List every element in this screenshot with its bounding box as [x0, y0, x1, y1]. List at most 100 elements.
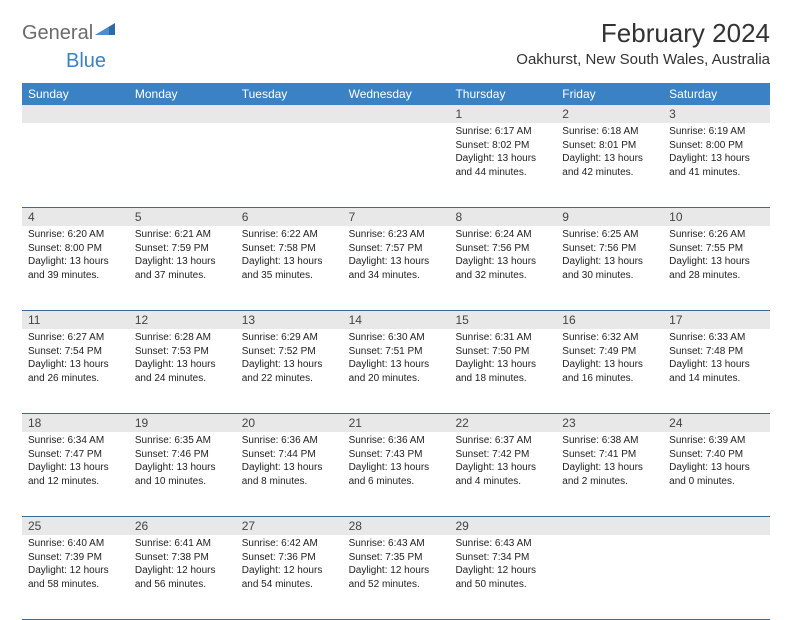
daylight-text: and 39 minutes. — [28, 269, 123, 283]
sunrise-text: Sunrise: 6:42 AM — [242, 537, 337, 551]
day-content: Sunrise: 6:43 AMSunset: 7:34 PMDaylight:… — [449, 535, 556, 595]
sunrise-text: Sunrise: 6:39 AM — [669, 434, 764, 448]
daylight-text: Daylight: 13 hours — [28, 358, 123, 372]
weekday-header: Saturday — [663, 83, 770, 105]
sunrise-text: Sunrise: 6:36 AM — [349, 434, 444, 448]
day-number: 6 — [236, 208, 343, 226]
sunrise-text: Sunrise: 6:41 AM — [135, 537, 230, 551]
day-number: 16 — [556, 311, 663, 329]
sunset-text: Sunset: 7:56 PM — [455, 242, 550, 256]
day-content: Sunrise: 6:41 AMSunset: 7:38 PMDaylight:… — [129, 535, 236, 595]
sunset-text: Sunset: 7:50 PM — [455, 345, 550, 359]
daylight-text: and 18 minutes. — [455, 372, 550, 386]
calendar-day: Sunrise: 6:41 AMSunset: 7:38 PMDaylight:… — [129, 535, 236, 619]
sunrise-text: Sunrise: 6:25 AM — [562, 228, 657, 242]
daylight-text: Daylight: 12 hours — [28, 564, 123, 578]
daylight-text: and 16 minutes. — [562, 372, 657, 386]
day-content: Sunrise: 6:36 AMSunset: 7:44 PMDaylight:… — [236, 432, 343, 492]
sunset-text: Sunset: 7:46 PM — [135, 448, 230, 462]
sunset-text: Sunset: 7:52 PM — [242, 345, 337, 359]
sunrise-text: Sunrise: 6:30 AM — [349, 331, 444, 345]
day-number: 9 — [556, 208, 663, 226]
day-number: 24 — [663, 414, 770, 432]
day-content: Sunrise: 6:33 AMSunset: 7:48 PMDaylight:… — [663, 329, 770, 389]
day-number: 7 — [343, 208, 450, 226]
sunset-text: Sunset: 7:56 PM — [562, 242, 657, 256]
day-content: Sunrise: 6:18 AMSunset: 8:01 PMDaylight:… — [556, 123, 663, 183]
sunrise-text: Sunrise: 6:33 AM — [669, 331, 764, 345]
day-number: 26 — [129, 517, 236, 535]
day-number — [343, 105, 450, 123]
daylight-text: Daylight: 13 hours — [242, 461, 337, 475]
day-number: 12 — [129, 311, 236, 329]
calendar-day: Sunrise: 6:23 AMSunset: 7:57 PMDaylight:… — [343, 226, 450, 310]
logo: General — [22, 18, 117, 45]
day-number-row: 45678910 — [22, 208, 770, 226]
sunrise-text: Sunrise: 6:22 AM — [242, 228, 337, 242]
sunrise-text: Sunrise: 6:20 AM — [28, 228, 123, 242]
sunset-text: Sunset: 7:59 PM — [135, 242, 230, 256]
day-number-row: 11121314151617 — [22, 311, 770, 329]
day-number — [22, 105, 129, 123]
sunrise-text: Sunrise: 6:34 AM — [28, 434, 123, 448]
day-number: 5 — [129, 208, 236, 226]
daylight-text: Daylight: 13 hours — [562, 461, 657, 475]
daylight-text: Daylight: 13 hours — [562, 152, 657, 166]
day-content: Sunrise: 6:29 AMSunset: 7:52 PMDaylight:… — [236, 329, 343, 389]
daylight-text: Daylight: 13 hours — [242, 358, 337, 372]
sunset-text: Sunset: 7:53 PM — [135, 345, 230, 359]
daylight-text: and 12 minutes. — [28, 475, 123, 489]
daylight-text: Daylight: 13 hours — [135, 358, 230, 372]
daylight-text: and 24 minutes. — [135, 372, 230, 386]
day-number: 1 — [449, 105, 556, 123]
calendar-day: Sunrise: 6:20 AMSunset: 8:00 PMDaylight:… — [22, 226, 129, 310]
daylight-text: and 58 minutes. — [28, 578, 123, 592]
day-content: Sunrise: 6:26 AMSunset: 7:55 PMDaylight:… — [663, 226, 770, 286]
weekday-header: Friday — [556, 83, 663, 105]
day-content: Sunrise: 6:43 AMSunset: 7:35 PMDaylight:… — [343, 535, 450, 595]
day-content: Sunrise: 6:31 AMSunset: 7:50 PMDaylight:… — [449, 329, 556, 389]
daylight-text: Daylight: 13 hours — [669, 255, 764, 269]
day-content: Sunrise: 6:32 AMSunset: 7:49 PMDaylight:… — [556, 329, 663, 389]
week-row: Sunrise: 6:17 AMSunset: 8:02 PMDaylight:… — [22, 123, 770, 208]
week-row: Sunrise: 6:20 AMSunset: 8:00 PMDaylight:… — [22, 226, 770, 311]
day-number: 20 — [236, 414, 343, 432]
daylight-text: Daylight: 13 hours — [349, 358, 444, 372]
calendar-day: Sunrise: 6:30 AMSunset: 7:51 PMDaylight:… — [343, 329, 450, 413]
daylight-text: and 20 minutes. — [349, 372, 444, 386]
daylight-text: Daylight: 13 hours — [242, 255, 337, 269]
day-content: Sunrise: 6:34 AMSunset: 7:47 PMDaylight:… — [22, 432, 129, 492]
daylight-text: and 35 minutes. — [242, 269, 337, 283]
sunrise-text: Sunrise: 6:27 AM — [28, 331, 123, 345]
daylight-text: and 54 minutes. — [242, 578, 337, 592]
day-number — [663, 517, 770, 535]
daylight-text: and 4 minutes. — [455, 475, 550, 489]
sunrise-text: Sunrise: 6:37 AM — [455, 434, 550, 448]
sunset-text: Sunset: 7:36 PM — [242, 551, 337, 565]
weekday-header: Monday — [129, 83, 236, 105]
daylight-text: Daylight: 13 hours — [669, 358, 764, 372]
day-number: 22 — [449, 414, 556, 432]
daylight-text: Daylight: 13 hours — [562, 255, 657, 269]
weekday-header: Thursday — [449, 83, 556, 105]
sunrise-text: Sunrise: 6:26 AM — [669, 228, 764, 242]
sunrise-text: Sunrise: 6:43 AM — [455, 537, 550, 551]
calendar-day — [663, 535, 770, 619]
calendar-day: Sunrise: 6:25 AMSunset: 7:56 PMDaylight:… — [556, 226, 663, 310]
sunrise-text: Sunrise: 6:19 AM — [669, 125, 764, 139]
sunrise-text: Sunrise: 6:29 AM — [242, 331, 337, 345]
calendar-day: Sunrise: 6:34 AMSunset: 7:47 PMDaylight:… — [22, 432, 129, 516]
week-row: Sunrise: 6:27 AMSunset: 7:54 PMDaylight:… — [22, 329, 770, 414]
sunset-text: Sunset: 7:55 PM — [669, 242, 764, 256]
daylight-text: Daylight: 12 hours — [349, 564, 444, 578]
daylight-text: Daylight: 13 hours — [669, 461, 764, 475]
sunset-text: Sunset: 7:58 PM — [242, 242, 337, 256]
day-number-row: 18192021222324 — [22, 414, 770, 432]
day-number: 19 — [129, 414, 236, 432]
day-content: Sunrise: 6:24 AMSunset: 7:56 PMDaylight:… — [449, 226, 556, 286]
sunset-text: Sunset: 7:44 PM — [242, 448, 337, 462]
sunrise-text: Sunrise: 6:21 AM — [135, 228, 230, 242]
daylight-text: and 41 minutes. — [669, 166, 764, 180]
title-block: February 2024 Oakhurst, New South Wales,… — [516, 18, 770, 68]
logo-triangle-icon — [95, 21, 117, 42]
